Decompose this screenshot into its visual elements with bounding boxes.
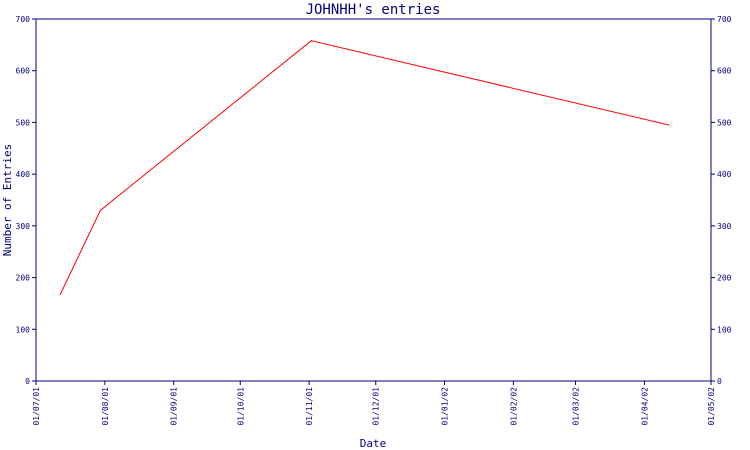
x-tick-label: 01/01/02 [441,387,450,426]
x-tick-label: 01/05/02 [707,387,716,426]
series-line [59,40,669,295]
y-tick-label-right: 600 [717,67,732,76]
x-tick-label: 01/08/01 [101,387,110,426]
x-tick-label: 01/10/01 [236,387,245,426]
data-point [668,124,670,126]
y-tick-label: 400 [16,170,31,179]
y-tick-label-right: 200 [717,274,732,283]
data-point [310,40,312,42]
plot-frame [35,18,712,382]
y-tick-label: 200 [16,274,31,283]
data-point [99,209,101,211]
y-tick-label: 700 [16,15,31,24]
y-tick-label: 300 [16,222,31,231]
y-axis-label: Number of Entries [1,144,14,257]
y-tick-label-right: 500 [717,118,732,127]
x-tick-label: 01/04/02 [640,387,649,426]
x-tick-label: 01/12/01 [372,387,381,426]
x-tick-label: 01/02/02 [509,387,518,426]
y-tick-label: 500 [16,118,31,127]
y-tick-label-right: 700 [717,15,732,24]
x-tick-label: 01/11/01 [305,387,314,426]
x-axis-label: Date [360,437,387,450]
y-tick-label-right: 300 [717,222,732,231]
x-tick-label: 01/09/01 [170,387,179,426]
y-tick-label-right: 100 [717,325,732,334]
data-point [59,293,62,295]
y-tick-label: 600 [16,67,31,76]
x-tick-label: 01/07/01 [32,387,41,426]
chart-title: JOHNHH's entries [306,2,441,18]
x-tick-label: 01/03/02 [572,387,581,426]
y-tick-label-right: 0 [717,377,722,386]
y-tick-label-right: 400 [717,170,732,179]
y-tick-label: 0 [25,377,30,386]
y-tick-label: 100 [16,325,31,334]
